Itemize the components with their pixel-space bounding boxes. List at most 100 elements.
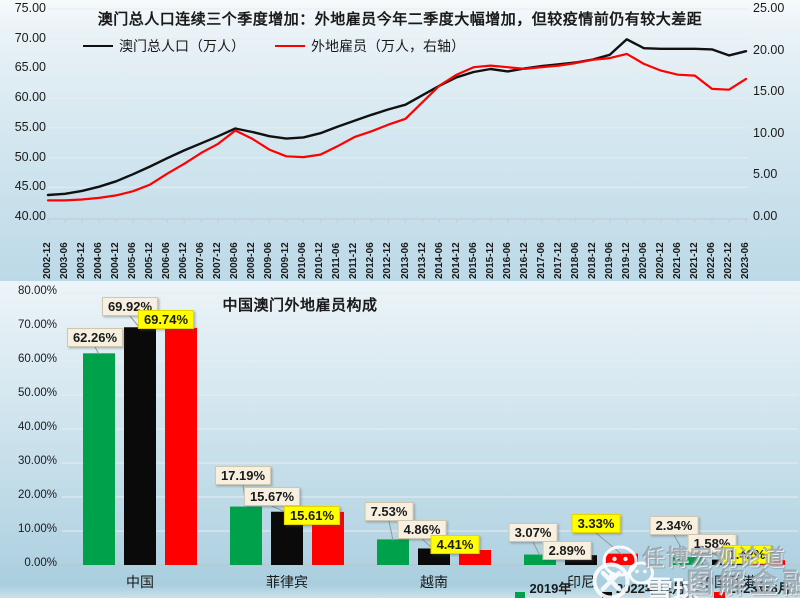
bottom-chart-title: 中国澳门外地雇员构成	[222, 297, 378, 314]
foreign-workers-legend-label: 外地雇员（万人，右轴）	[311, 38, 465, 54]
label-leader-line	[595, 532, 623, 556]
bar-value-label-0-0: 62.26%	[66, 328, 124, 347]
x-axis-label: 2010-06	[297, 242, 309, 279]
x-axis-label: 2018-12	[586, 242, 598, 279]
legend-item-population: 澳门总人口（万人）	[83, 36, 245, 56]
bar-0-2	[377, 539, 409, 565]
left-axis-label: 40.00	[14, 209, 46, 223]
bar-value-label-1-1: 15.67%	[243, 487, 301, 506]
left-axis-label: 50.00	[14, 149, 46, 164]
x-axis-label: 2022-06	[705, 242, 717, 279]
x-axis-label: 2007-12	[212, 242, 224, 279]
foreign-workers-line-swatch-icon	[275, 45, 305, 47]
x-axis-label: 2003-12	[76, 242, 88, 279]
x-axis-label: 2021-12	[688, 242, 700, 279]
left-axis-label: 55.00	[14, 119, 46, 134]
x-axis-label: 2020-12	[654, 242, 666, 279]
right-axis-label: 10.00	[753, 125, 785, 140]
top-chart-legend: 澳门总人口（万人） 外地雇员（万人，右轴）	[83, 36, 465, 56]
x-axis-label: 2011-06	[331, 242, 343, 279]
x-axis-label: 2014-06	[433, 242, 445, 279]
population-line-swatch-icon	[83, 45, 113, 47]
x-axis-label: 2021-06	[671, 242, 683, 279]
percent-axis-label: 30.00%	[17, 455, 57, 467]
x-axis-label: 2005-06	[127, 242, 139, 279]
x-axis-label: 2009-12	[280, 242, 292, 279]
x-axis-label: 2004-06	[93, 242, 105, 279]
x-axis-label: 2016-06	[501, 242, 513, 279]
x-axis-label: 2004-12	[110, 242, 122, 279]
x-axis-label: 2023-06	[740, 242, 751, 279]
label-leader-line	[388, 520, 394, 541]
x-axis-label: 2005-12	[144, 242, 156, 279]
legend-2023-swatch-icon	[714, 591, 725, 598]
right-axis-label: 25.00	[753, 1, 785, 15]
percent-axis-label: 20.00%	[17, 489, 57, 501]
bar-2-0	[165, 327, 197, 565]
legend-item-2023-06: 2023年6月底	[714, 578, 800, 598]
population-legend-label: 澳门总人口（万人）	[119, 38, 245, 54]
legend-2019-swatch-icon	[515, 591, 526, 598]
x-axis-label: 2015-12	[484, 242, 496, 279]
right-axis-label: 15.00	[753, 84, 785, 99]
left-axis-label: 75.00	[14, 1, 46, 15]
bottom-chart-legend: 2019年底 2022年12月底 2023年6月底	[515, 578, 800, 598]
x-axis-label: 2020-06	[637, 242, 649, 279]
right-axis-label: 5.00	[753, 167, 778, 182]
x-axis-label: 2008-12	[246, 242, 258, 279]
category-label-2: 越南	[420, 574, 448, 590]
x-axis-label: 2013-12	[416, 242, 428, 279]
right-axis-label: 0.00	[753, 209, 778, 223]
left-axis-label: 45.00	[14, 179, 46, 194]
legend-item-2022-12: 2022年12月底	[601, 578, 695, 598]
label-leader-line	[532, 541, 541, 556]
bar-value-label-1-3: 2.89%	[542, 541, 592, 560]
percent-axis-label: 0.00%	[24, 557, 57, 569]
x-axis-label: 2016-12	[518, 242, 530, 279]
bar-2-3	[606, 553, 638, 565]
bar-value-label-0-1: 17.19%	[214, 466, 272, 485]
right-axis-label: 20.00	[753, 42, 785, 57]
percent-axis-label: 10.00%	[17, 523, 57, 535]
line-series-0	[46, 38, 748, 197]
bar-1-0	[124, 327, 156, 565]
label-leader-line	[673, 534, 688, 559]
bar-0-1	[230, 506, 262, 565]
bar-value-label-1-2: 4.86%	[397, 520, 447, 539]
x-axis-label: 2007-06	[195, 242, 207, 279]
percent-axis-label: 40.00%	[17, 421, 57, 433]
legend-2022-label: 2022年12月底	[615, 581, 686, 596]
bar-chart-panel: 中国澳门外地雇员构成 2019年底 2022年12月底 2023年6月底 80.…	[0, 281, 800, 598]
left-axis-label: 70.00	[14, 30, 46, 45]
x-axis-label: 2015-06	[467, 242, 479, 279]
line-chart-panel: 澳门总人口连续三个季度增加：外地雇员今年二季度大幅增加，但较疫情前仍有较大差距 …	[0, 0, 800, 281]
x-axis-label: 2009-06	[263, 242, 275, 279]
category-label-0: 中国	[126, 574, 154, 590]
bar-value-label-2-4: 1.42%	[722, 545, 772, 564]
x-axis-label: 2012-12	[382, 242, 394, 279]
x-axis-label: 2006-06	[161, 242, 173, 279]
legend-2023-label: 2023年6月底	[728, 581, 791, 596]
x-axis-label: 2003-06	[59, 242, 71, 279]
legend-item-2019: 2019年底	[515, 578, 582, 598]
x-axis-label: 2012-06	[365, 242, 377, 279]
x-axis-label: 2019-12	[620, 242, 632, 279]
percent-axis-label: 70.00%	[17, 319, 57, 331]
bar-value-label-0-2: 7.53%	[364, 502, 414, 521]
x-axis-label: 2019-06	[603, 242, 615, 279]
x-axis-label: 2008-06	[229, 242, 241, 279]
left-axis-label: 60.00	[14, 90, 46, 105]
x-axis-label: 2017-12	[552, 242, 564, 279]
x-axis-label: 2018-06	[569, 242, 581, 279]
percent-axis-label: 50.00%	[17, 387, 57, 399]
x-axis-label: 2002-12	[42, 242, 53, 279]
x-axis-label: 2011-12	[348, 242, 360, 279]
bar-value-label-2-3: 3.33%	[571, 514, 621, 533]
x-axis-label: 2017-06	[535, 242, 547, 279]
bar-value-label-0-3: 3.07%	[508, 523, 558, 542]
bar-value-label-2-2: 4.41%	[430, 535, 480, 554]
percent-axis-label: 60.00%	[17, 353, 57, 365]
x-axis-label: 2022-12	[722, 242, 734, 279]
left-axis-label: 65.00	[14, 60, 46, 75]
bar-value-label-0-4: 2.34%	[649, 516, 699, 535]
